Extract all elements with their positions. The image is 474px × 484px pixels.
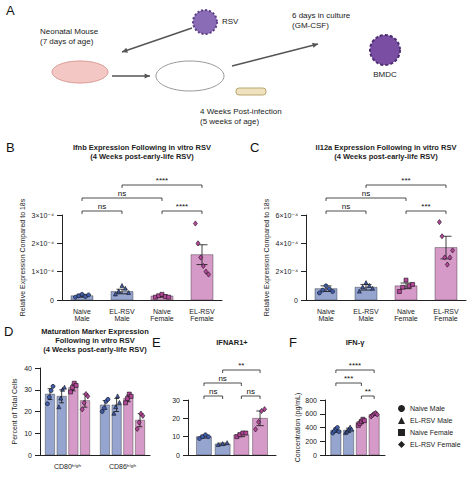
svg-text:Maturation Marker Expression: Maturation Marker Expression (41, 327, 149, 336)
svg-text:20: 20 (24, 408, 32, 415)
svg-text:EL-RSV: EL-RSV (353, 308, 379, 315)
svg-text:4 Weeks Post-infection: 4 Weeks Post-infection (200, 107, 282, 116)
svg-text:EL-RSV: EL-RSV (433, 308, 459, 315)
svg-text:CD80ʰⁱᵍʰ: CD80ʰⁱᵍʰ (54, 463, 81, 470)
svg-text:D: D (4, 324, 13, 339)
svg-text:4×10⁻⁴: 4×10⁻⁴ (276, 240, 298, 247)
svg-text:(4 Weeks post-early-life RSV): (4 Weeks post-early-life RSV) (43, 345, 147, 354)
svg-text:EL-RSV: EL-RSV (189, 308, 215, 315)
svg-text:ns: ns (209, 387, 217, 396)
svg-text:0: 0 (313, 452, 317, 459)
svg-text:30: 30 (24, 386, 32, 393)
svg-text:Naive Female: Naive Female (410, 429, 453, 436)
svg-text:****: **** (156, 176, 168, 185)
svg-text:ns: ns (98, 202, 106, 211)
svg-text:BMDC: BMDC (373, 70, 397, 79)
svg-text:Naive: Naive (317, 308, 335, 315)
svg-text:10: 10 (172, 433, 180, 440)
svg-text:Female: Female (190, 315, 213, 322)
svg-text:F: F (289, 335, 297, 350)
svg-text:40: 40 (24, 365, 32, 372)
svg-text:6×10⁻⁴: 6×10⁻⁴ (276, 212, 298, 219)
svg-text:A: A (6, 3, 15, 18)
svg-text:Female: Female (434, 315, 457, 322)
svg-text:0: 0 (50, 297, 54, 304)
svg-text:(GM-CSF): (GM-CSF) (292, 21, 329, 30)
svg-text:10: 10 (24, 430, 32, 437)
svg-text:CD86ʰⁱᵍʰ: CD86ʰⁱᵍʰ (109, 463, 136, 470)
svg-text:Relative Expression Compared t: Relative Expression Compared to 18s (19, 198, 27, 316)
svg-text:600: 600 (305, 410, 317, 417)
svg-text:Male: Male (318, 315, 333, 322)
svg-text:Naive Male: Naive Male (410, 405, 445, 412)
svg-text:EL-RSV Male: EL-RSV Male (410, 417, 453, 424)
svg-text:Male: Male (358, 315, 373, 322)
svg-text:**: ** (365, 387, 371, 396)
svg-text:Female: Female (150, 315, 173, 322)
svg-text:Male: Male (114, 315, 129, 322)
svg-text:ns: ns (118, 189, 126, 198)
svg-text:ns: ns (342, 202, 350, 211)
svg-text:200: 200 (305, 438, 317, 445)
svg-text:Concentration (pg/mL): Concentration (pg/mL) (294, 393, 302, 463)
svg-text:Percent of Total Cells: Percent of Total Cells (11, 378, 18, 445)
svg-text:Ifnb Expression Following in v: Ifnb Expression Following in vitro RSV (73, 143, 211, 152)
svg-text:800: 800 (305, 397, 317, 404)
svg-text:2×10⁻⁴: 2×10⁻⁴ (276, 268, 298, 275)
svg-text:Following in vitro RSV: Following in vitro RSV (55, 336, 135, 345)
svg-text:IFNAR1+: IFNAR1+ (216, 338, 248, 347)
svg-text:Neonatal Mouse: Neonatal Mouse (40, 27, 99, 36)
svg-text:Naive: Naive (73, 308, 91, 315)
svg-text:E: E (152, 335, 161, 350)
svg-text:(4 Weeks post-early-life RSV): (4 Weeks post-early-life RSV) (90, 152, 194, 161)
svg-text:3×10⁻⁴: 3×10⁻⁴ (32, 212, 54, 219)
svg-text:IFN-γ: IFN-γ (346, 338, 366, 347)
svg-text:30: 30 (172, 397, 180, 404)
svg-text:EL-RSV: EL-RSV (109, 308, 135, 315)
svg-text:C: C (250, 140, 259, 155)
svg-text:Relative Expression Compared t: Relative Expression Compared to 18s (263, 198, 271, 316)
svg-text:20: 20 (172, 415, 180, 422)
svg-text:**: ** (238, 361, 244, 370)
svg-text:B: B (6, 140, 15, 155)
svg-text:6 days in culture: 6 days in culture (292, 11, 351, 20)
svg-text:EL-RSV Female: EL-RSV Female (410, 441, 461, 448)
svg-text:0: 0 (176, 452, 180, 459)
svg-text:***: *** (421, 202, 430, 211)
svg-text:ns: ns (362, 189, 370, 198)
svg-text:ns: ns (246, 387, 254, 396)
svg-text:***: *** (401, 176, 410, 185)
svg-text:ns: ns (218, 374, 226, 383)
svg-text:2×10⁻⁴: 2×10⁻⁴ (32, 240, 54, 247)
svg-text:0: 0 (294, 297, 298, 304)
svg-text:(7 days of age): (7 days of age) (40, 37, 94, 46)
svg-text:Female: Female (394, 315, 417, 322)
svg-text:Naive: Naive (397, 308, 415, 315)
svg-text:400: 400 (305, 424, 317, 431)
svg-text:****: **** (176, 202, 188, 211)
svg-text:RSV: RSV (222, 17, 239, 26)
svg-text:***: *** (344, 374, 353, 383)
svg-text:****: **** (349, 361, 361, 370)
svg-text:1×10⁻⁴: 1×10⁻⁴ (32, 268, 54, 275)
svg-text:(5 weeks of age): (5 weeks of age) (200, 117, 259, 126)
svg-text:Male: Male (74, 315, 89, 322)
svg-text:Naive: Naive (153, 308, 171, 315)
svg-text:0: 0 (28, 452, 32, 459)
svg-text:Il12a Expression Following in: Il12a Expression Following in vitro RSV (316, 143, 457, 152)
svg-text:(4 Weeks post-early-life RSV): (4 Weeks post-early-life RSV) (334, 152, 438, 161)
